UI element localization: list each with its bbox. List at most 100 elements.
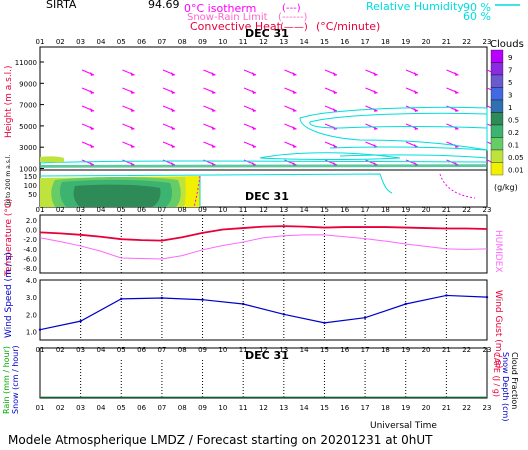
hour-label-top-05: 05: [117, 38, 126, 46]
hour-label-top-21: 21: [442, 38, 451, 46]
panel3-point: [241, 302, 245, 306]
wind-arrow-head: [414, 90, 418, 94]
wind-arrow-head: [90, 72, 94, 76]
panel1-ytick: 11000: [15, 59, 37, 67]
isotherm-marker: (---): [282, 3, 301, 14]
hour-label-top-16: 16: [340, 38, 349, 46]
colorbar-cell: [490, 99, 504, 113]
hour-label-wind-05: 05: [117, 346, 126, 354]
hour-label-wind-20: 20: [422, 346, 431, 354]
colorbar-cell: [490, 137, 504, 151]
hour-label-mid-19: 19: [401, 206, 410, 214]
panel1-ytick: 9000: [19, 80, 37, 88]
wind-arrow-head: [211, 72, 216, 76]
hour-label-top-03: 03: [76, 38, 85, 46]
wind-arrow-head: [130, 108, 135, 112]
panel3-gridlines: [80, 280, 447, 340]
panel2-series: [39, 225, 488, 260]
wind-arrow-head: [333, 108, 337, 112]
colorbar-label: 3: [508, 92, 512, 100]
rh-lower-cyan: [39, 173, 393, 207]
hour-label-top-10: 10: [218, 38, 227, 46]
panel4-gridlines: [80, 360, 447, 398]
wind-arrow-head: [211, 90, 216, 94]
panel2-ytick: -8.0: [23, 265, 37, 273]
hour-label-top-19: 19: [401, 38, 410, 46]
convheat-marker: (——): [280, 22, 308, 33]
hour-label-mid-13: 13: [279, 206, 288, 214]
hour-label-top-09: 09: [198, 38, 207, 46]
panel1-ytick: 5000: [19, 123, 37, 131]
hour-label-mid-09: 09: [198, 206, 207, 214]
colorbar-cell: [490, 87, 504, 101]
hour-label-wind-22: 22: [462, 346, 471, 354]
hour-label-top-11: 11: [239, 38, 248, 46]
hour-labels-top: 01 02 03 04 05 06 07 08 09 10 11 12 13 14 15 16 17 18 19 20…: [36, 38, 492, 46]
wind-arrow-head: [292, 72, 297, 76]
hour-label-mid-16: 16: [340, 206, 349, 214]
panel2-ytick: 2.0: [26, 217, 37, 225]
rh-legend: Relative Humidity: [366, 0, 464, 13]
isotherm-legend: 0°C isotherm: [184, 2, 256, 15]
hour-label-wind-04: 04: [96, 346, 105, 354]
hour-label-bottom-03: 03: [76, 404, 85, 412]
panel1-ylabel-low: Up to 200 m a.s.l.: [5, 155, 12, 208]
wind-arrow-head: [130, 72, 135, 76]
colorbar-label: 0.05: [508, 154, 524, 162]
wind-arrow-head: [130, 126, 135, 130]
hour-label-wind-11: 11: [239, 346, 248, 354]
wind-arrow-head: [333, 90, 337, 94]
hour-label-bottom-11: 11: [239, 404, 248, 412]
hour-label-bottom-07: 07: [157, 404, 166, 412]
panel2-series-temperature: [39, 225, 488, 242]
panel-rain-frame: [39, 347, 488, 399]
wind-arrow-head: [292, 108, 297, 112]
hour-label-mid-03: 03: [76, 206, 85, 214]
hour-label-wind-19: 19: [401, 346, 410, 354]
panel3-point: [160, 296, 164, 300]
hour-label-wind-16: 16: [340, 346, 349, 354]
panel1-ylabel: Height (m a.s.l.): [4, 65, 14, 138]
date-label-wind: DEC 31: [245, 349, 289, 362]
hour-label-mid-18: 18: [381, 206, 390, 214]
hour-label-wind-09: 09: [198, 346, 207, 354]
hour-label-top-22: 22: [462, 38, 471, 46]
wind-arrow-head: [130, 90, 135, 94]
panel3-ytick: 4.0: [26, 277, 37, 285]
panel4-ylabel-cloudfrac: Cloud Fraction: [510, 352, 519, 409]
wind-arrows: [81, 69, 500, 166]
convheat-unit: (°C/minute): [316, 20, 380, 33]
panel3-point: [445, 294, 448, 297]
wind-arrow-head: [171, 126, 175, 130]
xlabel-universal-time: Universal Time: [370, 421, 437, 431]
panel1-ytick: 7000: [19, 102, 37, 110]
hour-label-mid-04: 04: [96, 206, 105, 214]
hour-labels-bottom: 01 02 03 04 05 06 07 08 09 10 11 12 13 14 15 16 17 18 19 20…: [36, 404, 492, 412]
hour-label-mid-08: 08: [178, 206, 187, 214]
snowrain-legend: Snow-Rain Limit: [187, 12, 268, 23]
panel3-yticks: 4.0 3.0 2.0 1.0: [26, 277, 37, 336]
hour-label-bottom-15: 15: [320, 404, 329, 412]
hour-label-wind-10: 10: [218, 346, 227, 354]
wind-arrow-head: [171, 90, 175, 94]
rh-contour-upper-outer: [299, 106, 488, 151]
wind-arrow-head: [373, 90, 378, 94]
colorbar-label: 0.5: [508, 117, 519, 125]
wind-arrow-head: [211, 108, 216, 112]
panel3-point: [404, 302, 407, 306]
colorbar-cell: [490, 162, 504, 176]
wind-arrow-head: [252, 126, 256, 130]
hour-label-top-02: 02: [56, 38, 65, 46]
panel3-series-wind: [39, 294, 488, 331]
panel2-yticks: 2.0 0.0-2.0 -4.0 -6.0-8.0: [23, 217, 37, 273]
hour-label-mid-20: 20: [422, 206, 431, 214]
hour-label-mid-10: 10: [218, 206, 227, 214]
colorbar-label: 5: [508, 79, 512, 87]
hour-label-bottom-13: 13: [279, 404, 288, 412]
colorbar-label: 7: [508, 67, 512, 75]
hour-label-wind-08: 08: [178, 346, 187, 354]
panel3-point: [485, 295, 489, 299]
panel-temp-frame: [39, 214, 488, 274]
